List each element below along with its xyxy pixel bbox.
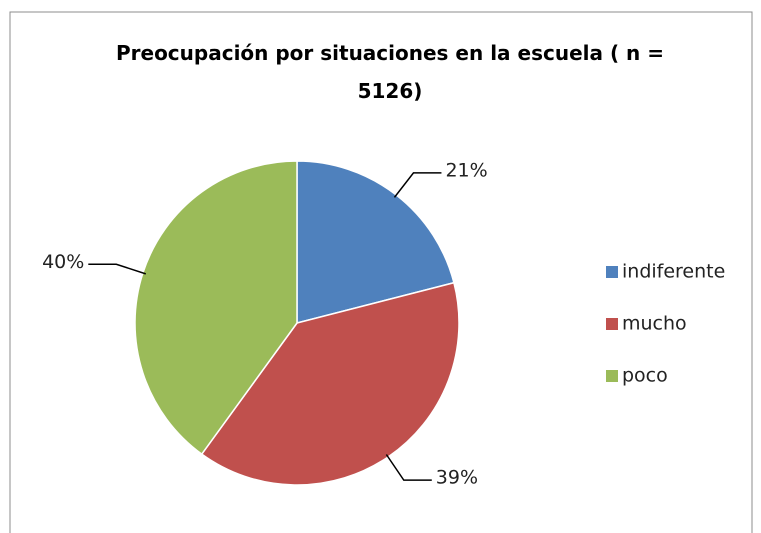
data-label: 40% (42, 251, 84, 273)
data-label: 39% (436, 467, 478, 489)
legend-label: indiferente (622, 261, 725, 283)
leader-line (88, 263, 147, 275)
data-label: 21% (445, 159, 487, 181)
chart-title: Preocupación por situaciones en la escue… (115, 41, 665, 103)
leader-line (393, 172, 442, 198)
legend-label: poco (622, 365, 668, 387)
legend-label: mucho (622, 313, 687, 335)
legend-swatch (606, 318, 618, 330)
legend-swatch (606, 370, 618, 382)
chart-frame (9, 11, 753, 533)
legend-swatch (606, 266, 618, 278)
leader-line (385, 454, 432, 481)
